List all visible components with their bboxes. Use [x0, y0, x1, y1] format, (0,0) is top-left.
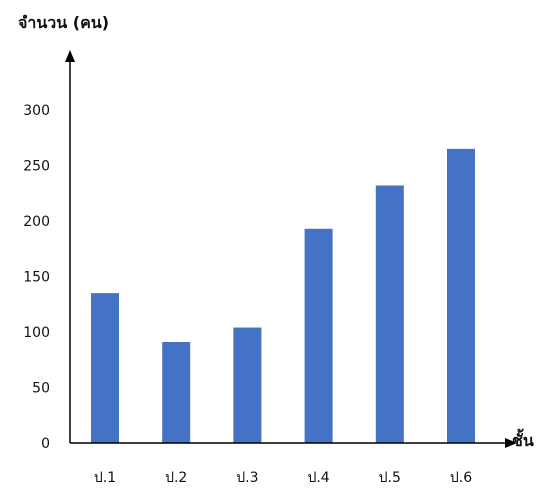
bar	[375, 185, 404, 444]
x-axis-arrow	[505, 438, 517, 448]
x-tick-label: ป.1	[94, 470, 116, 486]
y-tick-label: 300	[23, 103, 50, 119]
x-tick-label: ป.5	[379, 470, 401, 486]
axes-group	[65, 50, 517, 448]
bars-group	[91, 148, 475, 444]
y-tick-label: 200	[23, 214, 50, 230]
y-tick-label: 0	[41, 436, 50, 452]
y-tick-label: 150	[23, 270, 50, 286]
y-tick-label: 50	[32, 381, 50, 397]
y-tick-label: 250	[23, 159, 50, 175]
x-tick-labels: ป.1 ป.2 ป.3 ป.4 ป.5 ป.6	[94, 470, 472, 486]
y-tick-labels: 0 50 100 150 200 250 300	[23, 103, 50, 452]
x-tick-label: ป.6	[450, 470, 472, 486]
y-axis-arrow	[65, 50, 75, 62]
bar	[91, 293, 119, 443]
bar	[162, 341, 191, 443]
y-axis-title: จำนวน (คน)	[18, 13, 109, 32]
x-tick-label: ป.2	[165, 470, 187, 486]
y-tick-label: 100	[23, 325, 50, 341]
bar	[233, 327, 262, 443]
bar	[304, 228, 333, 443]
x-axis-title: ชั้น	[512, 428, 534, 450]
x-tick-label: ป.3	[236, 470, 258, 486]
bar	[447, 148, 475, 443]
x-tick-label: ป.4	[307, 470, 329, 486]
